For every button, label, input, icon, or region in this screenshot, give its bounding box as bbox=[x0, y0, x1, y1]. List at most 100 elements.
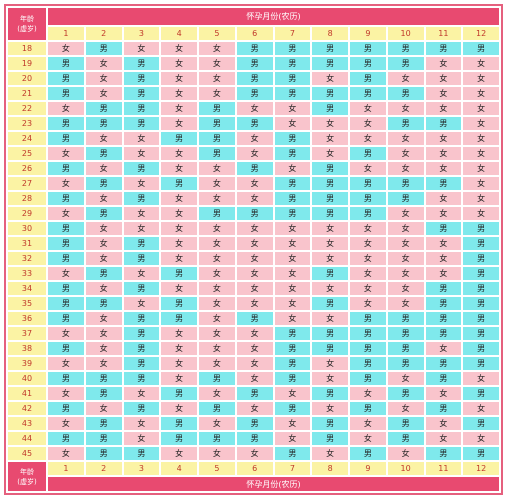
table-row: 43 女男女男女男女男女男女男 bbox=[8, 417, 499, 430]
footer-month-1: 1 bbox=[48, 462, 84, 475]
female-cell: 女 bbox=[350, 222, 386, 235]
corner-line-2: (虚岁) bbox=[17, 25, 37, 33]
male-cell: 男 bbox=[236, 87, 273, 100]
female-cell: 女 bbox=[425, 102, 462, 115]
female-cell: 女 bbox=[312, 252, 348, 265]
female-cell: 女 bbox=[199, 447, 235, 460]
male-cell: 男 bbox=[274, 87, 311, 100]
age-cell: 33 bbox=[8, 267, 46, 280]
female-cell: 女 bbox=[312, 117, 348, 130]
male-cell: 男 bbox=[48, 252, 84, 265]
age-cell: 38 bbox=[8, 342, 46, 355]
male-cell: 男 bbox=[350, 342, 386, 355]
female-cell: 女 bbox=[161, 117, 197, 130]
table-row: 28 男女男女女女男男男男女女 bbox=[8, 192, 499, 205]
corner-line-1: 年龄 bbox=[20, 15, 34, 23]
female-cell: 女 bbox=[425, 387, 462, 400]
female-cell: 女 bbox=[85, 342, 122, 355]
male-cell: 男 bbox=[312, 327, 348, 340]
age-cell: 42 bbox=[8, 402, 46, 415]
female-cell: 女 bbox=[463, 372, 499, 385]
male-cell: 男 bbox=[48, 87, 84, 100]
female-cell: 女 bbox=[161, 162, 197, 175]
female-cell: 女 bbox=[236, 357, 273, 370]
header-title: 怀孕月份(农历) bbox=[48, 8, 499, 25]
age-cell: 41 bbox=[8, 387, 46, 400]
age-cell: 32 bbox=[8, 252, 46, 265]
male-cell: 男 bbox=[387, 117, 424, 130]
footer-month-6: 6 bbox=[236, 462, 273, 475]
female-cell: 女 bbox=[199, 222, 235, 235]
female-cell: 女 bbox=[48, 177, 84, 190]
female-cell: 女 bbox=[350, 267, 386, 280]
female-cell: 女 bbox=[425, 432, 462, 445]
male-cell: 男 bbox=[48, 237, 84, 250]
female-cell: 女 bbox=[123, 147, 160, 160]
footer-month-7: 7 bbox=[274, 462, 311, 475]
male-cell: 男 bbox=[350, 72, 386, 85]
age-cell: 26 bbox=[8, 162, 46, 175]
table-row: 22 女男男女男女女男女女女女 bbox=[8, 102, 499, 115]
age-cell: 34 bbox=[8, 282, 46, 295]
male-cell: 男 bbox=[463, 237, 499, 250]
male-cell: 男 bbox=[312, 87, 348, 100]
table-row: 23 男男男女男男女女女男男女 bbox=[8, 117, 499, 130]
header-month-3: 3 bbox=[123, 27, 160, 40]
table-row: 21 男女男女女男男男男男女女 bbox=[8, 87, 499, 100]
male-cell: 男 bbox=[48, 222, 84, 235]
table-row: 41 女男女男女男女男女男女男 bbox=[8, 387, 499, 400]
female-cell: 女 bbox=[350, 387, 386, 400]
footer-month-2: 2 bbox=[85, 462, 122, 475]
male-cell: 男 bbox=[350, 147, 386, 160]
male-cell: 男 bbox=[48, 282, 84, 295]
female-cell: 女 bbox=[463, 162, 499, 175]
male-cell: 男 bbox=[85, 447, 122, 460]
table-row: 34 男女男女女女女女女女男男 bbox=[8, 282, 499, 295]
female-cell: 女 bbox=[463, 102, 499, 115]
male-cell: 男 bbox=[161, 417, 197, 430]
female-cell: 女 bbox=[425, 87, 462, 100]
female-cell: 女 bbox=[387, 372, 424, 385]
table-row: 26 男女男女女男女男女女女女 bbox=[8, 162, 499, 175]
male-cell: 男 bbox=[463, 267, 499, 280]
male-cell: 男 bbox=[48, 72, 84, 85]
age-cell: 24 bbox=[8, 132, 46, 145]
female-cell: 女 bbox=[236, 192, 273, 205]
male-cell: 男 bbox=[312, 192, 348, 205]
male-cell: 男 bbox=[123, 402, 160, 415]
female-cell: 女 bbox=[312, 147, 348, 160]
female-cell: 女 bbox=[236, 102, 273, 115]
male-cell: 男 bbox=[274, 42, 311, 55]
female-cell: 女 bbox=[85, 357, 122, 370]
female-cell: 女 bbox=[161, 207, 197, 220]
female-cell: 女 bbox=[199, 267, 235, 280]
age-cell: 21 bbox=[8, 87, 46, 100]
male-cell: 男 bbox=[312, 387, 348, 400]
male-cell: 男 bbox=[425, 117, 462, 130]
male-cell: 男 bbox=[387, 192, 424, 205]
female-cell: 女 bbox=[312, 312, 348, 325]
header-month-4: 4 bbox=[161, 27, 197, 40]
male-cell: 男 bbox=[199, 147, 235, 160]
male-cell: 男 bbox=[312, 267, 348, 280]
female-cell: 女 bbox=[236, 237, 273, 250]
female-cell: 女 bbox=[350, 237, 386, 250]
female-cell: 女 bbox=[463, 87, 499, 100]
female-cell: 女 bbox=[274, 282, 311, 295]
female-cell: 女 bbox=[123, 42, 160, 55]
female-cell: 女 bbox=[312, 237, 348, 250]
female-cell: 女 bbox=[85, 222, 122, 235]
male-cell: 男 bbox=[463, 357, 499, 370]
footer-corner-line-2: (虚岁) bbox=[17, 477, 37, 486]
age-cell: 19 bbox=[8, 57, 46, 70]
male-cell: 男 bbox=[123, 117, 160, 130]
male-cell: 男 bbox=[312, 342, 348, 355]
female-cell: 女 bbox=[387, 207, 424, 220]
female-cell: 女 bbox=[123, 222, 160, 235]
footer-month-9: 9 bbox=[350, 462, 386, 475]
header-month-1: 1 bbox=[48, 27, 84, 40]
male-cell: 男 bbox=[123, 57, 160, 70]
female-cell: 女 bbox=[350, 282, 386, 295]
female-cell: 女 bbox=[274, 432, 311, 445]
male-cell: 男 bbox=[85, 372, 122, 385]
